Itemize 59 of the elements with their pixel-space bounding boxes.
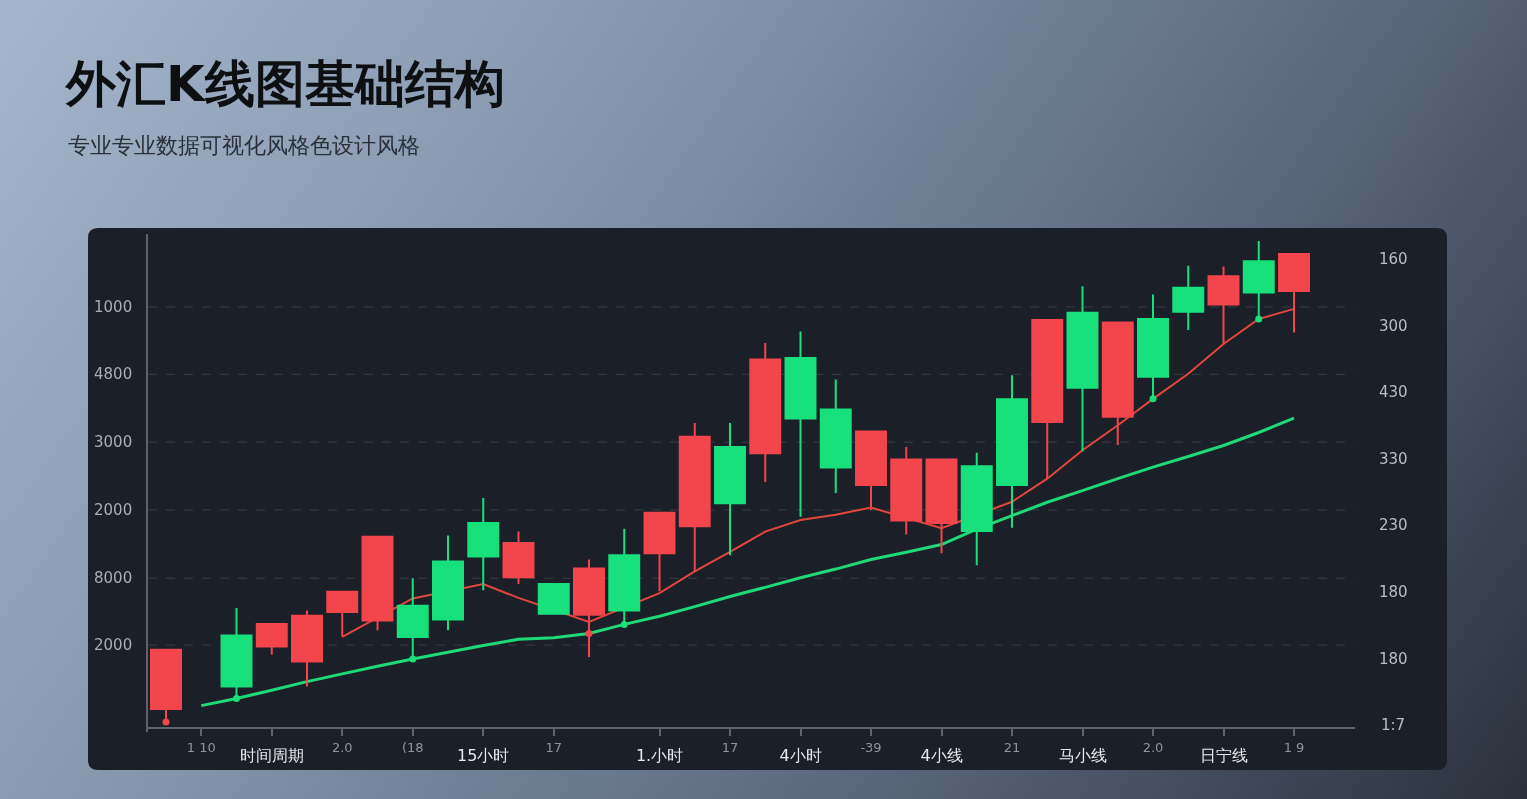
x-tick-label: 时间周期 — [239, 746, 304, 766]
text: 300 — [1379, 317, 1408, 335]
text: 1:7 — [1381, 716, 1406, 734]
x-tick-label: (18 — [401, 739, 424, 755]
candlestick — [1278, 253, 1310, 334]
candlestick — [819, 378, 852, 495]
text: 4800 — [94, 365, 133, 383]
candlestick — [502, 530, 535, 585]
x-tick-label: 2.0 — [331, 739, 353, 755]
candlestick — [960, 451, 993, 567]
candlestick — [291, 609, 323, 688]
candlestick — [1066, 285, 1099, 453]
candlestick — [467, 496, 500, 592]
candlestick — [326, 590, 359, 638]
candlestick — [855, 430, 887, 511]
candlestick — [643, 511, 676, 593]
candlestick — [361, 535, 394, 632]
candlestick — [573, 558, 605, 659]
x-tick-label: 15小时 — [457, 746, 510, 766]
text: 180 — [1379, 650, 1408, 668]
candlestick — [608, 527, 641, 625]
x-tick-label: 日宁线 — [1199, 746, 1248, 766]
x-tick-label: 2.0 — [1142, 739, 1164, 755]
x-tick-label: 1 9 — [1283, 739, 1305, 755]
candlestick — [537, 582, 570, 615]
candlestick — [784, 330, 817, 518]
candlestick — [678, 421, 711, 573]
text: 3000 — [94, 433, 133, 451]
candlestick — [890, 445, 923, 536]
text: 230 — [1379, 516, 1408, 534]
candlestick — [1101, 321, 1134, 447]
text: 330 — [1379, 450, 1408, 468]
candlestick — [1031, 318, 1064, 480]
x-tick-label: 1 10 — [186, 739, 216, 755]
x-tick-label: 21 — [1003, 739, 1021, 755]
x-tick-label: 17 — [545, 739, 563, 755]
candlestick — [925, 458, 958, 555]
text: 2000 — [94, 501, 133, 519]
candlestick — [749, 342, 782, 484]
text: 8000 — [94, 569, 133, 587]
x-tick-label: 1.小时 — [635, 746, 684, 766]
x-tick-label: -39 — [860, 739, 882, 755]
candlestick — [1207, 265, 1240, 345]
point — [620, 620, 628, 628]
x-tick-label: 17 — [721, 739, 739, 755]
text: 160 — [1379, 250, 1408, 268]
candlestick — [432, 534, 464, 632]
chart-title: 外汇K线图基础结构 — [64, 54, 505, 113]
candlestick — [255, 622, 288, 656]
text: 180 — [1379, 583, 1408, 601]
text: 430 — [1379, 383, 1408, 401]
text: 2000 — [94, 636, 133, 654]
x-tick-label: 4小时 — [779, 746, 822, 766]
candlestick — [1172, 264, 1205, 332]
x-tick-label: 4小线 — [920, 746, 963, 766]
x-tick-label: 马小线 — [1058, 746, 1107, 766]
candlestick — [714, 421, 746, 557]
chart-subtitle: 专业专业数据可视化风格色设计风格 — [68, 133, 420, 158]
text: 1000 — [94, 298, 133, 316]
